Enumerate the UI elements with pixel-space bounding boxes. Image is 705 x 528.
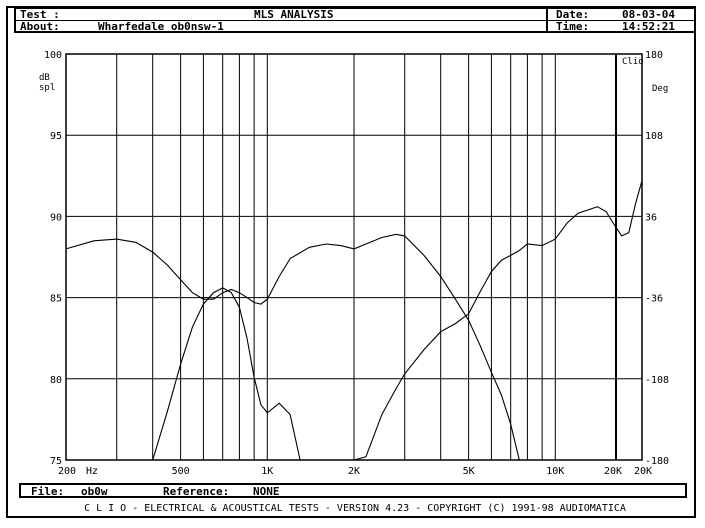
x-unit-label: Hz	[86, 466, 98, 477]
series-line-2	[152, 180, 643, 461]
header-column-divider	[546, 9, 548, 31]
copyright-line: C L I O - ELECTRICAL & ACOUSTICAL TESTS …	[84, 503, 626, 514]
x-tick-label-extra: 20K	[604, 466, 622, 477]
y2-tick-label: -180	[645, 456, 669, 467]
series-line-1	[65, 233, 642, 461]
x-tick-label: 5K	[463, 466, 475, 477]
y-tick-label: 95	[50, 131, 62, 142]
y2-tick-label: 36	[645, 212, 657, 223]
y2-tick-label: -108	[645, 375, 669, 386]
y2-tick-label: -36	[645, 294, 663, 305]
chart-grid	[65, 53, 643, 461]
reference-value: NONE	[253, 485, 280, 498]
header-row-2: About: Wharfedale ob0nsw-1 Time: 14:52:2…	[16, 21, 694, 33]
file-value: ob0w	[81, 485, 108, 498]
plot-window	[6, 6, 696, 518]
about-label: About:	[20, 20, 60, 33]
y2-axis-label: Deg	[652, 84, 668, 94]
header-row-1: Test : MLS ANALYSIS Date: 08-03-04	[16, 9, 694, 21]
y-tick-label: 100	[44, 50, 62, 61]
y-tick-label: 85	[50, 294, 62, 305]
about-value: Wharfedale ob0nsw-1	[98, 20, 224, 33]
file-bar: File: ob0w Reference: NONE	[19, 483, 687, 498]
x-tick-label: 1K	[261, 466, 273, 477]
date-value: 08-03-04	[622, 8, 675, 21]
time-value: 14:52:21	[622, 20, 675, 33]
clio-label: Clio	[622, 57, 644, 67]
y-tick-label: 90	[50, 212, 62, 223]
y-tick-label: 80	[50, 375, 62, 386]
x-tick-label: 20K	[634, 466, 652, 477]
chart-curves	[65, 180, 643, 461]
y2-tick-label: 108	[645, 131, 663, 142]
reference-label: Reference:	[163, 485, 230, 498]
x-tick-label: 10K	[546, 466, 564, 477]
y2-tick-label: 180	[645, 50, 663, 61]
header-divider	[16, 20, 694, 21]
time-label: Time:	[556, 20, 590, 33]
y-axis-label: spl	[39, 83, 55, 93]
file-label: File:	[31, 485, 65, 498]
window-title: MLS ANALYSIS	[254, 8, 334, 21]
x-tick-label: 2K	[348, 466, 360, 477]
x-tick-label: 500	[172, 466, 190, 477]
y-tick-label: 75	[50, 456, 62, 467]
test-label: Test :	[20, 8, 60, 21]
header-box: Test : MLS ANALYSIS Date: 08-03-04 About…	[14, 7, 696, 33]
y-axis-label: dB	[39, 73, 50, 83]
date-label: Date:	[556, 8, 590, 21]
x-tick-label: 200	[58, 466, 76, 477]
